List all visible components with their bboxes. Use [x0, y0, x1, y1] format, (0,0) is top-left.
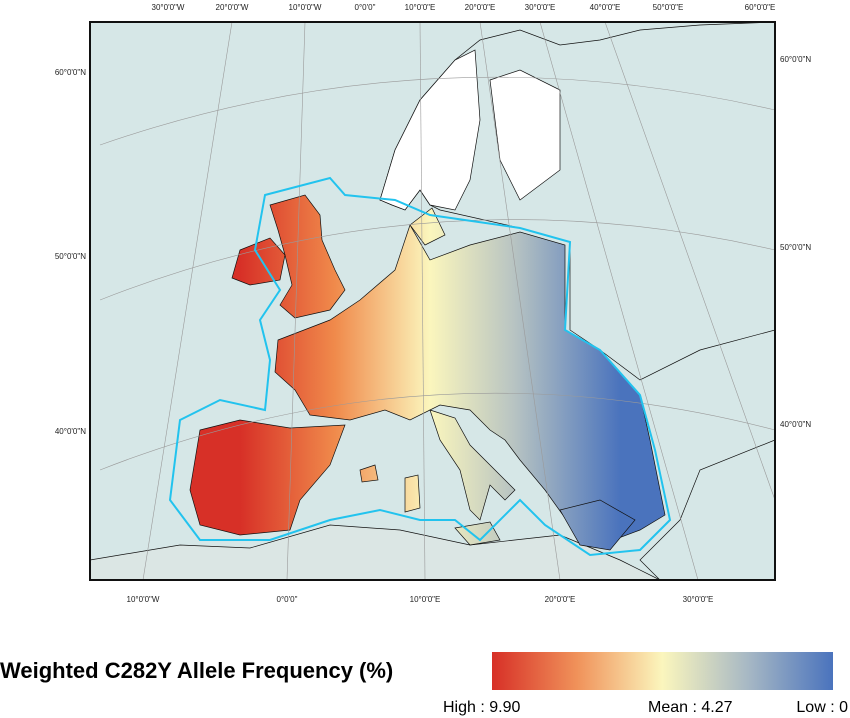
graticule [99, 392, 775, 471]
top-coordinate-label: 20°0'0"E [465, 3, 496, 12]
top-coordinate-label: 50°0'0"E [653, 3, 684, 12]
legend-title: Weighted C282Y Allele Frequency (%) [0, 658, 393, 683]
graticule [479, 22, 561, 580]
left-coordinate-label: 60°0'0"N [55, 68, 86, 77]
graticule [539, 22, 699, 580]
sardinia [404, 474, 421, 513]
top-coordinate-label: 30°0'0"W [152, 3, 185, 12]
right-coordinate-label: 40°0'0"N [780, 420, 811, 429]
balearic [359, 464, 379, 483]
italy [429, 409, 516, 521]
graticule [604, 22, 775, 501]
left-coordinate-label: 50°0'0"N [55, 252, 86, 261]
scandinavia [379, 49, 481, 211]
right-coordinate-label: 60°0'0"N [780, 55, 811, 64]
study-region-outline [168, 176, 672, 557]
eastern-land [379, 22, 775, 580]
top-coordinate-label: 60°0'0"E [745, 3, 776, 12]
top-coordinate-label: 40°0'0"E [590, 3, 621, 12]
graticule [99, 219, 775, 301]
bottom-coordinate-label: 0°0'0" [277, 595, 298, 604]
map-frame [89, 21, 776, 581]
top-coordinate-label: 0°0'0" [355, 3, 376, 12]
legend-color-ramp [492, 652, 833, 690]
graticule [419, 22, 426, 580]
iberia [189, 419, 346, 536]
legend-mean: Mean : 4.27 [648, 699, 733, 716]
legend-low: Low : 0 [796, 699, 848, 716]
top-coordinate-label: 10°0'0"W [289, 3, 322, 12]
graticule [99, 76, 775, 146]
top-coordinate-label: 20°0'0"W [216, 3, 249, 12]
ireland [231, 237, 286, 286]
right-coordinate-label: 50°0'0"N [780, 243, 811, 252]
left-coordinate-label: 40°0'0"N [55, 427, 86, 436]
top-coordinate-label: 10°0'0"E [405, 3, 436, 12]
bottom-coordinate-label: 10°0'0"W [127, 595, 160, 604]
graticule [142, 22, 233, 580]
map-body [90, 22, 775, 580]
bottom-coordinate-label: 10°0'0"E [410, 595, 441, 604]
graticule [286, 22, 306, 580]
greece [559, 499, 636, 551]
bottom-coordinate-label: 30°0'0"E [683, 595, 714, 604]
bottom-coordinate-label: 20°0'0"E [545, 595, 576, 604]
legend-high: High : 9.90 [443, 699, 520, 716]
top-coordinate-label: 30°0'0"E [525, 3, 556, 12]
